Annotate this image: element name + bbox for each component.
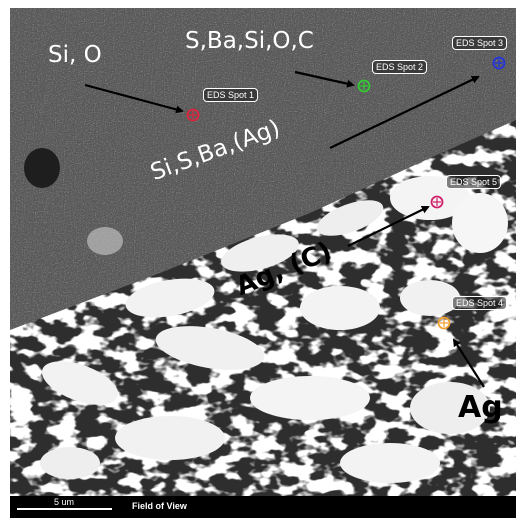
eds-spot-3-label: EDS Spot 3: [452, 36, 508, 50]
sem-image: [10, 8, 516, 496]
eds-spot-4-marker: [437, 316, 451, 330]
eds-spot-1-label: EDS Spot 1: [203, 88, 259, 102]
eds-spot-1-marker: [186, 108, 200, 122]
eds-spot-3-marker: [492, 56, 506, 70]
eds-spot-5-label: EDS Spot 5: [446, 175, 502, 189]
annotation-ag: Ag: [458, 390, 503, 425]
annotation-s-ba-si-o-c: S,Ba,Si,O,C: [185, 28, 314, 54]
eds-spot-5-marker: [430, 195, 444, 209]
scale-bar: 5 um Field of View: [10, 496, 516, 518]
field-of-view-label: Field of View: [132, 501, 187, 511]
annotation-si-o: Si, O: [48, 42, 102, 68]
scale-line: [17, 508, 112, 510]
eds-spot-2-label: EDS Spot 2: [372, 60, 428, 74]
eds-spot-4-label: EDS Spot 4: [452, 296, 508, 310]
eds-spot-2-marker: [357, 79, 371, 93]
scale-label: 5 um: [54, 497, 75, 507]
